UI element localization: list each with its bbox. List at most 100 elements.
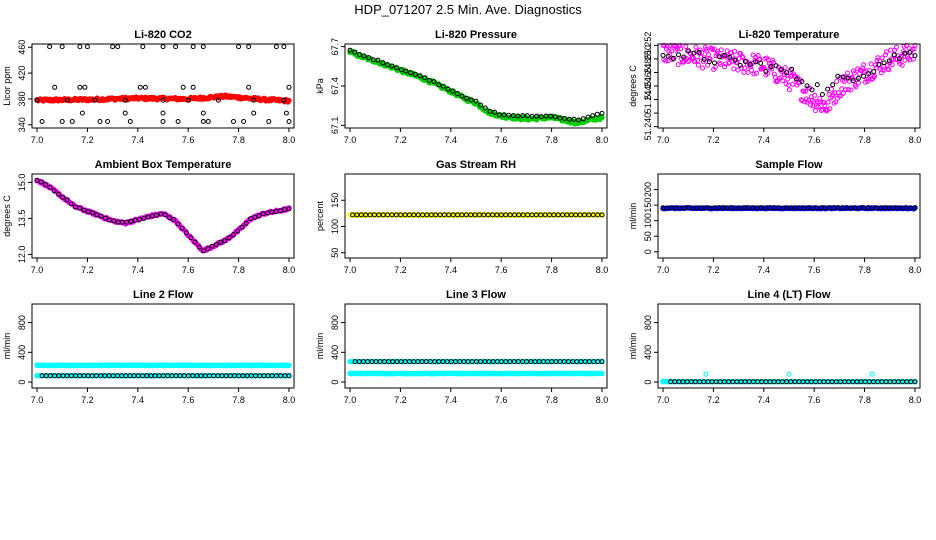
series-2 — [34, 177, 292, 254]
data-point — [506, 112, 512, 118]
data-point — [825, 99, 831, 105]
data-point — [515, 113, 521, 119]
data-point — [52, 84, 58, 90]
data-point — [699, 50, 705, 56]
plot-points — [347, 212, 605, 218]
y-tick-label: 100 — [643, 213, 653, 228]
plot-points — [347, 358, 605, 377]
x-tick-label: 7.8 — [858, 135, 871, 145]
data-point — [780, 78, 786, 84]
x-tick-label: 7.6 — [182, 395, 195, 405]
data-point — [94, 212, 100, 218]
x-tick-label: 7.2 — [707, 395, 720, 405]
x-tick-label: 8.0 — [596, 395, 609, 405]
data-point — [753, 59, 759, 65]
data-point — [843, 87, 849, 93]
data-point — [683, 44, 689, 50]
data-point — [473, 98, 479, 104]
data-point — [886, 58, 892, 64]
data-point — [853, 84, 859, 90]
data-point — [90, 210, 95, 216]
data-point — [850, 78, 856, 84]
data-point — [246, 44, 252, 50]
data-point — [286, 362, 292, 369]
chart-panel-3: Li-820 Temperature degrees C 7.0 7.2 7.4 7.6 7… — [628, 29, 921, 145]
data-point — [426, 78, 432, 83]
data-point — [712, 60, 717, 66]
data-point — [706, 59, 712, 65]
data-point — [185, 97, 191, 103]
data-point — [281, 44, 287, 50]
data-point — [77, 205, 83, 211]
data-point — [562, 116, 568, 121]
x-tick-label: 7.8 — [545, 135, 558, 145]
x-tick-label: 8.0 — [909, 395, 922, 405]
data-point — [731, 66, 737, 72]
data-point — [175, 221, 181, 227]
data-point — [205, 246, 211, 252]
y-tick-label: 400 — [330, 345, 340, 360]
data-point — [872, 73, 877, 79]
data-point — [34, 97, 40, 103]
y-tick-label: 51.240 — [643, 113, 653, 141]
data-point — [876, 61, 882, 67]
panel-title: Line 4 (LT) Flow — [748, 289, 831, 301]
data-point — [77, 44, 83, 50]
series-2 — [347, 370, 605, 377]
y-tick-label: 51.246 — [643, 72, 653, 100]
x-tick-label: 7.0 — [31, 265, 44, 275]
data-point — [881, 60, 887, 66]
series-2 — [34, 44, 292, 124]
data-point — [735, 67, 741, 73]
panel-title: Li-820 CO2 — [134, 29, 191, 41]
data-point — [783, 81, 789, 87]
x-tick-label: 7.0 — [657, 395, 670, 405]
plot-frame — [344, 43, 608, 129]
data-point — [663, 46, 669, 52]
data-point — [520, 113, 526, 119]
data-point — [352, 49, 358, 55]
plot-frame — [31, 43, 295, 129]
x-tick-label: 7.2 — [707, 135, 720, 145]
data-point — [111, 218, 117, 224]
x-tick-label: 7.4 — [445, 265, 458, 275]
x-tick-label: 7.0 — [31, 135, 44, 145]
x-tick-label: 7.0 — [657, 265, 670, 275]
data-point — [771, 71, 777, 77]
plot-points — [34, 44, 292, 124]
data-point — [693, 44, 699, 50]
data-point — [534, 113, 540, 119]
data-point — [845, 70, 851, 76]
plot-points — [660, 205, 918, 212]
x-tick-label: 7.6 — [495, 395, 508, 405]
x-tick-label: 7.4 — [132, 395, 145, 405]
data-point — [754, 70, 760, 76]
data-point — [408, 70, 414, 76]
data-point — [188, 235, 194, 241]
data-point — [222, 238, 228, 244]
data-point — [873, 65, 879, 71]
y-tick-label: 50 — [330, 248, 340, 258]
data-point — [440, 83, 446, 89]
data-point — [866, 71, 872, 77]
y-tick-label: 15.0 — [17, 174, 27, 192]
data-point — [732, 57, 738, 63]
data-point — [803, 96, 809, 102]
y-tick-label: 400 — [17, 345, 27, 360]
data-point — [190, 84, 196, 90]
data-point — [839, 86, 845, 92]
data-point — [761, 65, 767, 70]
data-point — [686, 48, 692, 54]
data-point — [740, 55, 746, 60]
data-point — [51, 188, 57, 194]
series-3 — [668, 379, 918, 385]
x-tick-label: 7.4 — [445, 395, 458, 405]
x-tick-label: 7.8 — [858, 395, 871, 405]
data-point — [137, 217, 142, 222]
x-tick-label: 7.8 — [232, 395, 245, 405]
data-point — [273, 44, 279, 50]
data-point — [487, 109, 493, 114]
data-point — [751, 71, 757, 77]
data-point — [912, 205, 918, 211]
data-point — [68, 201, 74, 207]
